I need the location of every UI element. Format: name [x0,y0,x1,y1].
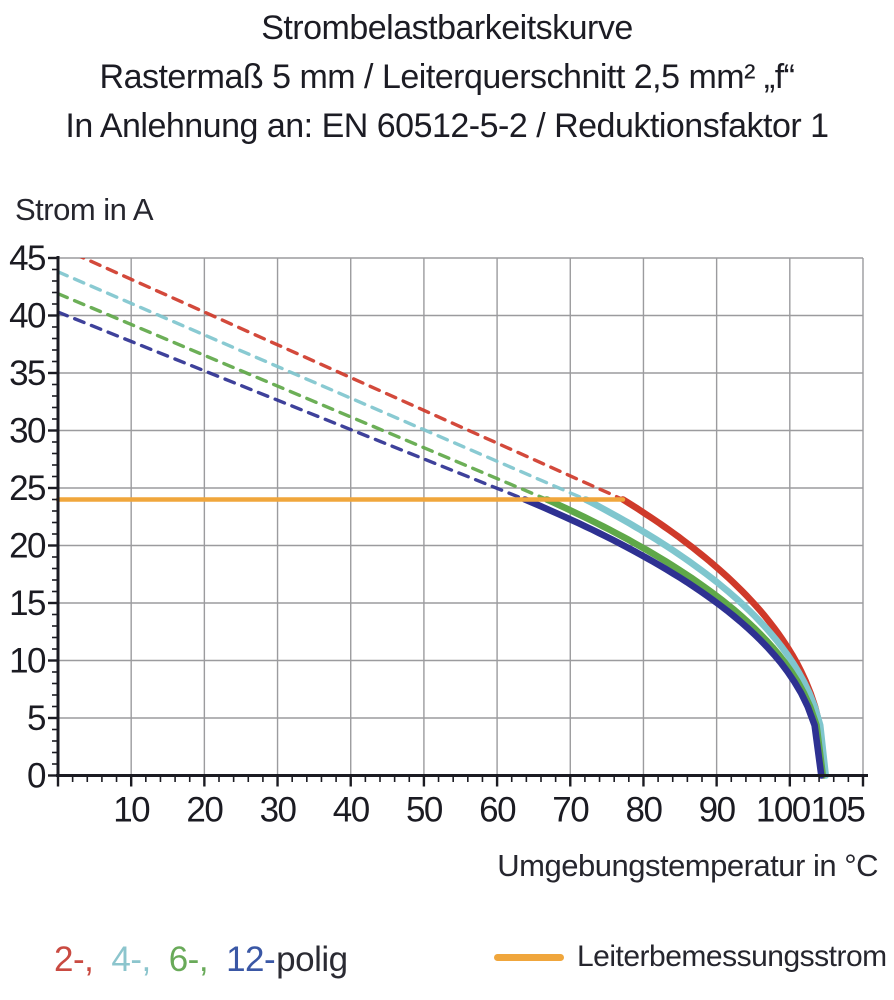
x-tick-label-10: 10 [113,791,150,830]
y-axis-label: Strom in A [15,192,154,227]
series-6-polig-dashed [58,291,549,502]
chart-title-line3: In Anlehnung an: EN 60512-5-2 / Reduktio… [65,107,829,145]
x-tick-label-70: 70 [552,791,589,830]
grid [58,257,864,776]
y-tick-label-25: 25 [9,469,45,508]
x-tick-label-40: 40 [333,791,370,830]
x-tick-label-80: 80 [625,791,662,830]
x-tick-label-20: 20 [186,791,223,830]
axes [56,256,868,777]
ticks [48,256,865,787]
legend-item-12-polig: 12- [226,940,276,979]
chart-title: Strombelastbarkeitskurve Rastermaß 5 mm … [0,4,894,151]
legend-pole-items: 2-, 4-, 6-, 12- [54,940,276,980]
reference-line-label: Leiterbemessungsstrom [577,940,887,973]
chart-title-line1: Strombelastbarkeitskurve [261,9,633,47]
legend-item-2-polig: 2-, [54,940,94,979]
chart-title-line2: Rastermaß 5 mm / Leiterquerschnitt 2,5 m… [99,58,795,96]
reference-line-swatch [494,953,564,961]
x-tick-label-100: 100 [756,791,811,830]
series-12-polig-solid [521,496,825,779]
x-axis-label: Umgebungstemperatur in °C [497,848,878,883]
series-4-polig-solid [582,496,829,779]
y-tick-label-10: 10 [9,642,46,681]
y-tick-label-30: 30 [9,412,46,451]
y-tick-label-45: 45 [9,239,45,278]
y-tick-label-40: 40 [9,297,46,336]
series-4-polig-dashed [58,270,588,502]
legend-polig-suffix: polig [276,940,348,979]
series-6-polig-solid [543,496,827,779]
legend-item-6-polig: 6-, [168,940,209,979]
x-tick-label-60: 60 [479,791,516,830]
x-tick-label-90: 90 [699,791,736,830]
y-tick-label-20: 20 [9,527,46,566]
legend-item-4-polig: 4-, [111,940,151,979]
series-12-polig-dashed [58,310,527,502]
series-curves [58,258,829,779]
x-tick-label-30: 30 [260,791,297,830]
y-tick-label-35: 35 [9,354,45,393]
x-tick-label-50: 50 [406,791,443,830]
series-2-polig-solid [619,496,828,779]
y-tick-label-15: 15 [9,584,45,623]
y-tick-label-0: 0 [27,757,46,796]
x-tick-label-105: 105 [810,791,864,830]
series-2-polig-dashed [79,258,625,502]
legend-reference: Leiterbemessungsstrom [494,940,887,974]
legend-poles: 2-, 4-, 6-, 12- polig [54,940,348,980]
y-tick-label-5: 5 [27,699,45,738]
